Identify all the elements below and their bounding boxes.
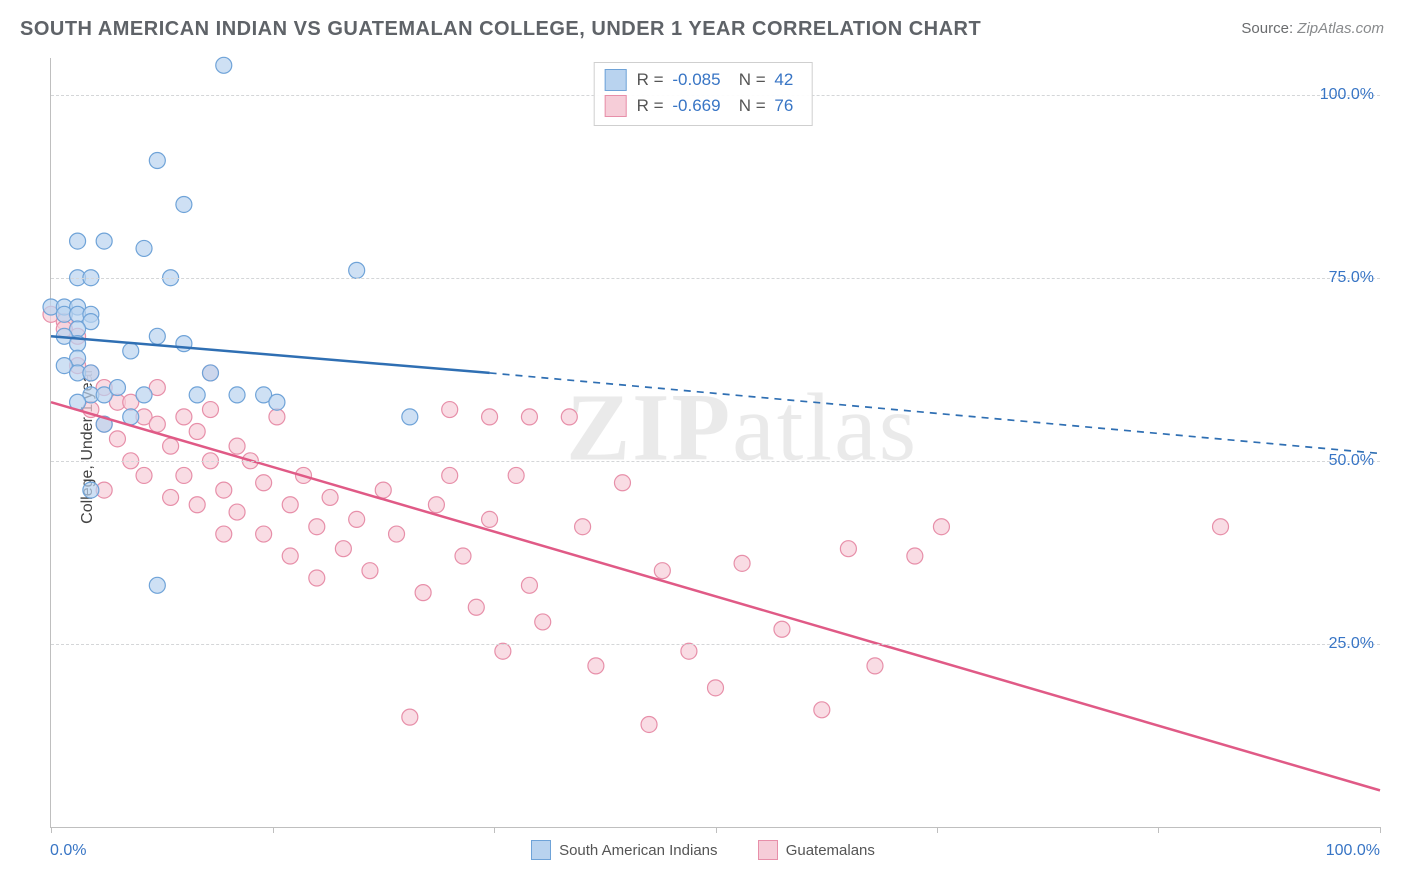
gridline [51,644,1380,645]
watermark-bold: ZIP [566,374,732,481]
legend-swatch-0 [605,69,627,91]
legend-r-prefix: R = [637,67,664,93]
stat-legend: R = -0.085 N = 42 R = -0.669 N = 76 [594,62,813,126]
x-tick [494,827,495,833]
bottom-legend: South American Indians Guatemalans [0,840,1406,864]
bottom-legend-item-0: South American Indians [531,840,717,860]
x-tick [716,827,717,833]
svg-layer [51,58,1380,827]
y-tick-label: 50.0% [1329,452,1374,470]
y-tick-label: 25.0% [1329,635,1374,653]
x-tick [273,827,274,833]
watermark: ZIPatlas [566,372,918,483]
stat-legend-row-0: R = -0.085 N = 42 [605,67,798,93]
x-tick [1380,827,1381,833]
x-tick [937,827,938,833]
source-credit: Source: ZipAtlas.com [1241,20,1384,37]
legend-swatch-icon [758,840,778,860]
bottom-legend-label-1: Guatemalans [786,842,875,859]
legend-r-1: -0.669 [672,93,720,119]
plot-area: ZIPatlas 25.0% 50.0% 75.0% 100.0% [50,58,1380,828]
y-tick-label: 75.0% [1329,269,1374,287]
bottom-legend-item-1: Guatemalans [758,840,875,860]
legend-n-1: 76 [774,93,793,119]
legend-r-prefix: R = [637,93,664,119]
bottom-legend-label-0: South American Indians [559,842,717,859]
x-tick [1158,827,1159,833]
source-value: ZipAtlas.com [1297,20,1384,37]
legend-n-prefix: N = [739,93,766,119]
watermark-rest: atlas [732,374,918,481]
legend-swatch-1 [605,95,627,117]
stat-legend-row-1: R = -0.669 N = 76 [605,93,798,119]
legend-n-prefix: N = [739,67,766,93]
y-tick-label: 100.0% [1320,86,1374,104]
x-tick [51,827,52,833]
legend-n-0: 42 [774,67,793,93]
legend-r-0: -0.085 [672,67,720,93]
gridline [51,461,1380,462]
legend-swatch-icon [531,840,551,860]
gridline [51,278,1380,279]
source-label: Source: [1241,20,1293,37]
chart-title: SOUTH AMERICAN INDIAN VS GUATEMALAN COLL… [20,18,981,41]
